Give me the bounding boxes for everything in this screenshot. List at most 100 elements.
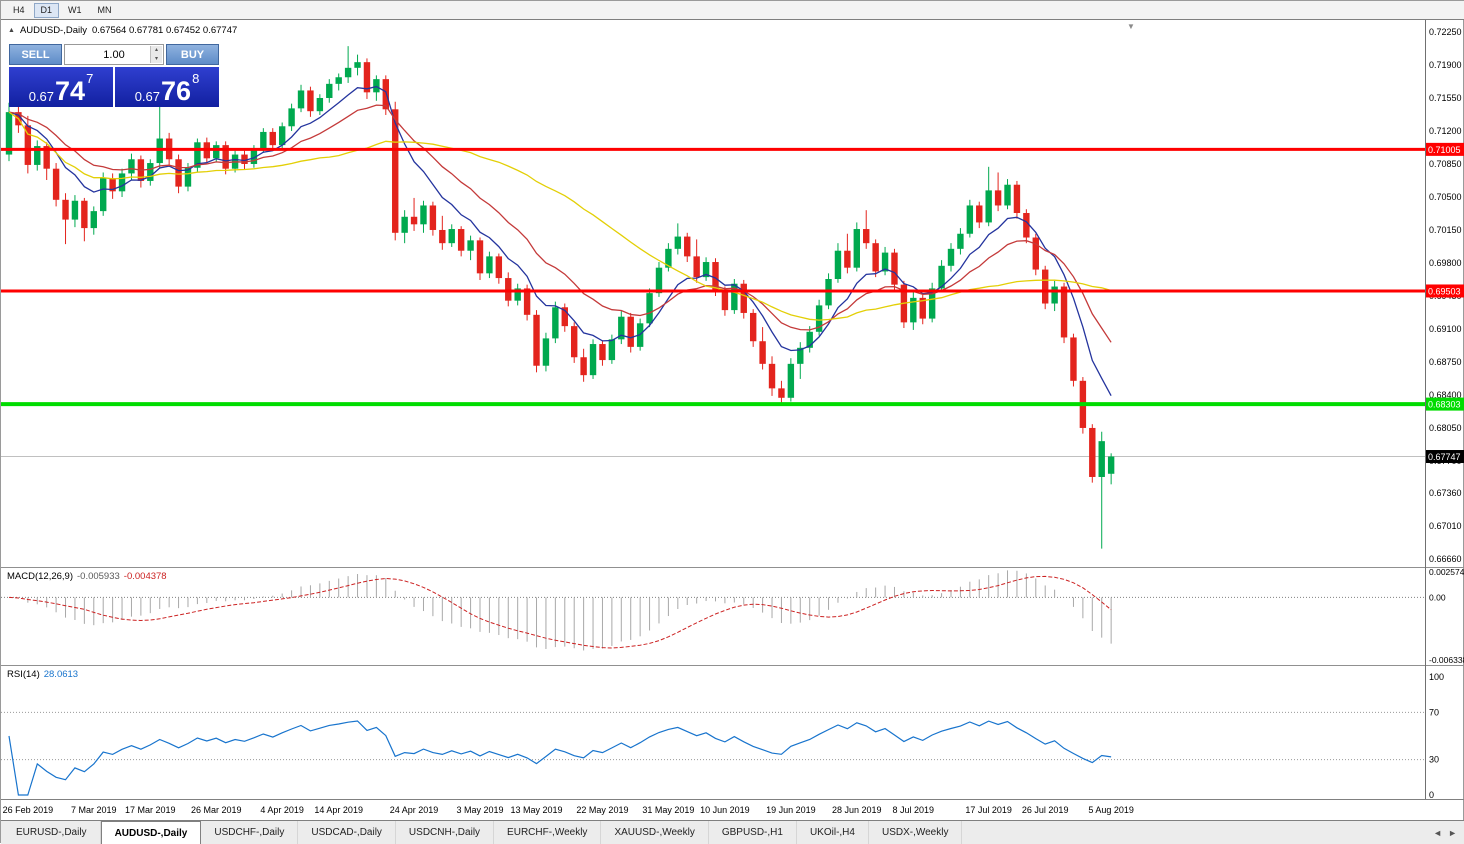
sell-button[interactable]: SELL xyxy=(9,44,62,65)
date-tick-label: 26 Feb 2019 xyxy=(2,805,54,815)
rsi-axis[interactable]: 100 70 30 0 xyxy=(1429,672,1444,799)
price-marker-box xyxy=(1426,142,1464,156)
price-marker-box xyxy=(1426,284,1464,298)
macd-signal-value: -0.004378 xyxy=(123,571,167,582)
bid-pips: 74 xyxy=(55,76,86,107)
price-marker-box xyxy=(1426,397,1464,411)
date-tick-label: 5 Aug 2019 xyxy=(1088,805,1134,815)
volume-spinner[interactable]: 1.00 ▴ ▾ xyxy=(64,44,164,65)
macd-main-value: -0.005933 xyxy=(77,571,120,582)
chart-tab-ukoil-h4[interactable]: UKOil-,H4 xyxy=(797,821,869,844)
svg-text:0.69100: 0.69100 xyxy=(1429,324,1462,334)
svg-text:0.68050: 0.68050 xyxy=(1429,423,1462,433)
chart-tab-audusd-daily[interactable]: AUDUSD-,Daily xyxy=(100,821,202,844)
svg-text:0.69503: 0.69503 xyxy=(1428,286,1461,296)
chart-tab-eurchf-weekly[interactable]: EURCHF-,Weekly xyxy=(494,821,602,844)
chart-tab-usdx-weekly[interactable]: USDX-,Weekly xyxy=(869,821,963,844)
bid-big-figure: 0.67 xyxy=(28,89,55,104)
timeframe-d1-button[interactable]: D1 xyxy=(33,2,60,18)
macd-indicator-label: MACD(12,26,9) -0.005933 -0.004378 xyxy=(7,571,167,582)
svg-text:0.71200: 0.71200 xyxy=(1429,126,1462,136)
ask-point: 8 xyxy=(192,71,200,86)
candlestick-chart[interactable]: 0.72250 0.71900 0.71550 0.71200 0.70850 0.705… xyxy=(1,20,1464,567)
time-axis[interactable]: 26 Feb 2019 7 Mar 2019 17 Mar 2019 26 Mar 2… xyxy=(1,799,1464,820)
volume-value[interactable]: 1.00 xyxy=(103,48,125,61)
svg-text:0.67010: 0.67010 xyxy=(1429,521,1462,531)
svg-text:0.00: 0.00 xyxy=(1429,592,1446,602)
tab-scroll-controls: ◄ ► xyxy=(1425,821,1464,844)
moving-average-8 xyxy=(8,85,1112,397)
chart-tab-usdchf-daily[interactable]: USDCHF-,Daily xyxy=(201,821,299,844)
date-tick-label: 10 Jun 2019 xyxy=(700,805,750,815)
rsi-line xyxy=(8,720,1112,796)
svg-text:70: 70 xyxy=(1429,707,1439,717)
chart-ohlc-label: 0.67564 0.67781 0.67452 0.67747 xyxy=(91,25,238,36)
macd-axis[interactable]: 0.002574 0.00 -0.006338 xyxy=(1429,567,1464,665)
chart-tab-eurusd-daily[interactable]: EURUSD-,Daily xyxy=(3,821,101,844)
bid-price[interactable]: 0.67 74 7 xyxy=(9,67,113,107)
rsi-chart: 100 70 30 0 xyxy=(1,665,1464,799)
svg-text:0.68303: 0.68303 xyxy=(1428,400,1461,410)
ask-big-figure: 0.67 xyxy=(134,89,161,104)
tab-scroll-right-button[interactable]: ► xyxy=(1448,827,1457,838)
svg-text:30: 30 xyxy=(1429,755,1439,765)
date-tick-label: 28 Jun 2019 xyxy=(832,805,882,815)
date-tick-label: 3 May 2019 xyxy=(456,805,504,815)
macd-name: MACD(12,26,9) xyxy=(7,571,73,582)
svg-text:0.68400: 0.68400 xyxy=(1429,390,1462,400)
chart-tab-usdcad-daily[interactable]: USDCAD-,Daily xyxy=(298,821,396,844)
ask-pips: 76 xyxy=(161,76,192,107)
svg-text:0.70150: 0.70150 xyxy=(1429,225,1462,235)
date-tick-label: 7 Mar 2019 xyxy=(71,805,117,815)
rsi-indicator-label: RSI(14) 28.0613 xyxy=(7,669,78,680)
svg-text:100: 100 xyxy=(1429,672,1444,682)
svg-text:0.70500: 0.70500 xyxy=(1429,192,1462,202)
chart-tab-usdcnh-daily[interactable]: USDCNH-,Daily xyxy=(396,821,495,844)
timeframe-h4-button[interactable]: H4 xyxy=(6,3,32,18)
chart-tabs-bar: EURUSD-,Daily AUDUSD-,Daily USDCHF-,Daily U… xyxy=(1,820,1464,844)
svg-text:0: 0 xyxy=(1429,790,1434,799)
macd-chart: 0.002574 0.00 -0.006338 xyxy=(1,567,1464,665)
macd-panel[interactable]: 0.002574 0.00 -0.006338 MACD(12,26,9) -0.00… xyxy=(1,567,1464,665)
volume-spin-buttons[interactable]: ▴ ▾ xyxy=(150,46,162,63)
svg-text:0.71005: 0.71005 xyxy=(1428,145,1461,155)
ask-price[interactable]: 0.67 76 8 xyxy=(115,67,219,107)
svg-text:0.70850: 0.70850 xyxy=(1429,159,1462,169)
svg-text:0.71900: 0.71900 xyxy=(1429,60,1462,70)
date-tick-label: 13 May 2019 xyxy=(510,805,563,815)
volume-up-icon[interactable]: ▴ xyxy=(154,47,158,54)
date-tick-label: 17 Mar 2019 xyxy=(125,805,176,815)
price-axis[interactable]: 0.72250 0.71900 0.71550 0.71200 0.70850 0.705… xyxy=(1426,27,1464,564)
buy-button[interactable]: BUY xyxy=(166,44,219,65)
date-tick-label: 8 Jul 2019 xyxy=(892,805,935,815)
svg-text:0.67360: 0.67360 xyxy=(1429,488,1462,498)
candles xyxy=(5,46,1115,549)
timeframe-w1-button[interactable]: W1 xyxy=(61,3,89,18)
rsi-name: RSI(14) xyxy=(7,669,40,680)
rsi-panel[interactable]: 100 70 30 0 RSI(14) 28.0613 xyxy=(1,665,1464,799)
macd-histogram xyxy=(17,570,1112,651)
chart-title: ▲ AUDUSD-,Daily 0.67564 0.67781 0.67452 … xyxy=(8,25,237,36)
volume-down-icon[interactable]: ▾ xyxy=(154,55,158,62)
date-tick-label: 14 Apr 2019 xyxy=(314,805,363,815)
svg-text:0.66660: 0.66660 xyxy=(1429,554,1462,564)
price-chart-panel[interactable]: 0.72250 0.71900 0.71550 0.71200 0.70850 0.705… xyxy=(1,20,1464,567)
svg-text:0.72250: 0.72250 xyxy=(1429,27,1462,37)
svg-text:0.68750: 0.68750 xyxy=(1429,357,1462,367)
timeframe-toolbar: H4 D1 W1 MN xyxy=(1,1,1464,20)
timeframe-mn-button[interactable]: MN xyxy=(91,3,119,18)
svg-text:0.67747: 0.67747 xyxy=(1428,452,1461,462)
date-tick-label: 17 Jul 2019 xyxy=(965,805,1012,815)
bid-point: 7 xyxy=(86,71,94,86)
svg-text:0.71550: 0.71550 xyxy=(1429,93,1462,103)
date-tick-label: 4 Apr 2019 xyxy=(260,805,304,815)
one-click-toggle-icon[interactable]: ▲ xyxy=(8,27,15,34)
date-tick-label: 24 Apr 2019 xyxy=(389,805,439,815)
chart-tab-gbpusd-h1[interactable]: GBPUSD-,H1 xyxy=(709,821,797,844)
one-click-trading-panel: SELL 1.00 ▴ ▾ BUY 0.67 74 7 0.67 76 8 xyxy=(9,44,219,107)
chart-tab-xauusd-weekly[interactable]: XAUUSD-,Weekly xyxy=(601,821,709,844)
moving-average-17 xyxy=(8,104,1112,343)
chart-symbol-label: AUDUSD-,Daily xyxy=(19,25,87,36)
price-marker-box xyxy=(1426,450,1464,464)
tab-scroll-left-button[interactable]: ◄ xyxy=(1433,827,1443,838)
